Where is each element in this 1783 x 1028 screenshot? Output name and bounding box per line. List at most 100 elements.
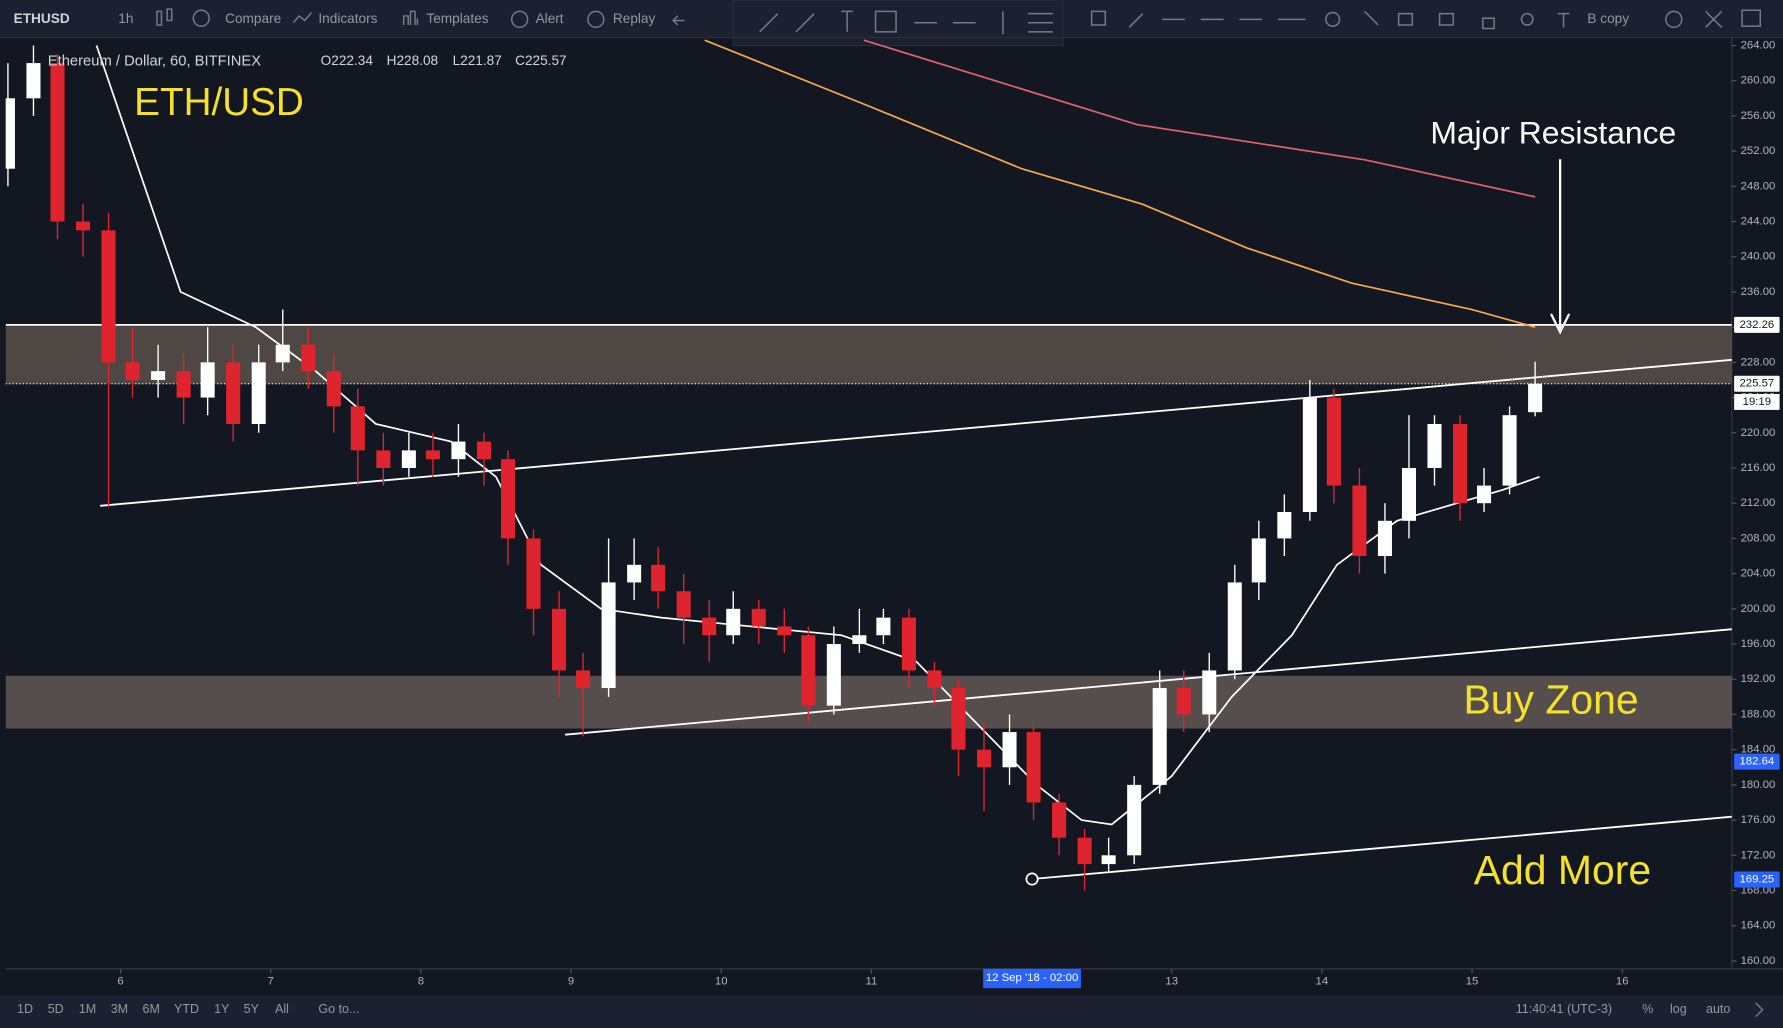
candle-body <box>1152 688 1167 785</box>
candle-body <box>651 564 666 592</box>
x-tick-label: 16 <box>1616 975 1629 987</box>
candle-body <box>476 441 491 460</box>
scale-option[interactable]: auto <box>1706 1002 1730 1016</box>
goto-button[interactable]: Go to... <box>318 1002 359 1016</box>
candle-body <box>101 230 116 363</box>
toolbar-button[interactable]: Replay <box>613 11 656 26</box>
trend-line <box>100 358 1732 507</box>
moving-average <box>704 39 1536 328</box>
candle-body <box>601 582 616 689</box>
toolbar-button[interactable]: Indicators <box>318 11 377 26</box>
trend-line <box>564 628 1732 736</box>
candle-body <box>1477 485 1492 504</box>
countdown-box <box>1734 393 1780 410</box>
candle-body <box>301 344 316 372</box>
candle-body <box>552 608 567 671</box>
toolbar-icons <box>156 8 1764 1018</box>
annotation: Add More <box>1474 847 1651 893</box>
range-button[interactable]: 3M <box>111 1002 128 1016</box>
x-tick-label: 6 <box>117 975 123 987</box>
candle-body <box>376 450 391 468</box>
y-tick-label: 240.00 <box>1741 251 1776 263</box>
candle-body <box>176 371 191 398</box>
y-tick-label: 236.00 <box>1741 286 1776 298</box>
scale-option[interactable]: % <box>1642 1002 1653 1016</box>
candle-body <box>1127 784 1142 856</box>
candle-body <box>1352 485 1367 557</box>
candle-body <box>826 644 841 706</box>
range-button[interactable]: 5D <box>48 1002 64 1016</box>
candle-body <box>275 344 290 363</box>
annotation: ETH/USD <box>134 81 304 124</box>
candle-body <box>200 362 215 398</box>
range-button[interactable]: YTD <box>174 1002 199 1016</box>
range-button[interactable]: 1M <box>79 1002 96 1016</box>
candle-body <box>676 591 691 618</box>
y-tick-label: 180.00 <box>1741 779 1776 791</box>
y-tick-label: 172.00 <box>1741 849 1776 861</box>
annotation: Major Resistance <box>1430 115 1676 151</box>
x-tick-label: 11 <box>865 975 877 987</box>
y-tick-label: 244.00 <box>1741 216 1776 228</box>
y-tick-label: 256.00 <box>1741 110 1776 122</box>
x-tick-label: 14 <box>1316 975 1329 987</box>
candle-body <box>1277 511 1292 539</box>
toolbar-button[interactable]: Alert <box>536 11 564 26</box>
y-tick-label: 184.00 <box>1741 744 1776 756</box>
price-label: 182.64 <box>1739 756 1774 768</box>
candle-body <box>852 635 867 645</box>
candle-body <box>1326 397 1341 486</box>
candle-body <box>151 371 166 380</box>
candle-body <box>1453 423 1468 504</box>
candle-body <box>951 688 966 750</box>
trend-line <box>1031 815 1732 880</box>
candle-body <box>1052 802 1067 838</box>
layout-name: B copy <box>1587 11 1629 26</box>
clock: 11:40:41 (UTC-3) <box>1516 1002 1612 1016</box>
y-tick-label: 204.00 <box>1741 568 1776 580</box>
y-tick-label: 176.00 <box>1741 814 1776 826</box>
candle-body <box>901 617 916 671</box>
x-tick-label: 15 <box>1466 975 1479 987</box>
range-button[interactable]: 1D <box>17 1002 33 1016</box>
range-button[interactable]: 5Y <box>244 1002 260 1016</box>
candle-body <box>1502 415 1517 486</box>
y-tick-label: 188.00 <box>1741 708 1776 720</box>
symbol: ETHUSD <box>14 11 70 26</box>
range-button[interactable]: 1Y <box>214 1002 230 1016</box>
price-zone <box>5 675 1732 729</box>
ohlc-value: L221.87 <box>453 53 502 68</box>
moving-average <box>95 45 1540 826</box>
bottom-bar <box>0 995 1783 1028</box>
y-tick-label: 192.00 <box>1741 673 1776 685</box>
y-tick-label: 220.00 <box>1741 427 1776 439</box>
arrow <box>1550 159 1571 335</box>
y-tick-label: 216.00 <box>1741 462 1776 474</box>
y-tick-label: 196.00 <box>1741 638 1776 650</box>
y-tick-label: 264.00 <box>1741 39 1776 51</box>
candle-body <box>1302 397 1317 512</box>
plot-area <box>5 39 1732 891</box>
annotation: Buy Zone <box>1463 677 1638 723</box>
range-button[interactable]: All <box>275 1002 289 1016</box>
price-label: 169.25 <box>1739 874 1774 886</box>
price-label-box <box>1734 316 1780 333</box>
toolbar-button[interactable]: Compare <box>225 11 281 26</box>
candle-body <box>1002 732 1017 768</box>
y-tick-label: 160.00 <box>1741 955 1776 967</box>
scale-option[interactable]: log <box>1670 1002 1687 1016</box>
toolbar-button[interactable]: Templates <box>426 11 488 26</box>
candle-body <box>777 626 792 636</box>
candle-body <box>350 406 365 451</box>
x-tick-label: 13 <box>1165 975 1178 987</box>
y-tick-label: 200.00 <box>1741 603 1776 615</box>
candle-body <box>425 450 440 460</box>
price-label-box <box>1734 871 1780 888</box>
range-button[interactable]: 6M <box>143 1002 160 1016</box>
candle-body <box>876 617 891 636</box>
candle-body <box>50 63 65 222</box>
countdown: 19:19 <box>1743 396 1771 408</box>
candle-body <box>1227 582 1242 671</box>
y-tick-label: 168.00 <box>1741 885 1776 897</box>
y-tick-label: 164.00 <box>1741 920 1776 932</box>
